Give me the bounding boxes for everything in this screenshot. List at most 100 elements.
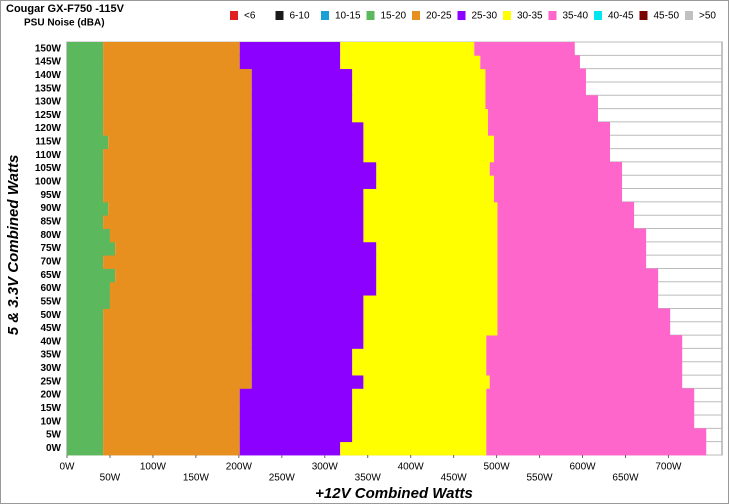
noise-band — [67, 401, 104, 416]
noise-band — [363, 228, 498, 243]
legend-label: 20-25 — [426, 11, 452, 22]
y-tick-label: 10W — [40, 416, 61, 427]
noise-band — [67, 428, 104, 443]
noise-band — [251, 295, 364, 309]
noise-band — [363, 321, 498, 336]
y-tick-label: 0W — [46, 443, 62, 454]
noise-band — [67, 201, 109, 216]
x-tick-label: 300W — [312, 462, 339, 473]
noise-band — [239, 388, 353, 403]
noise-band — [486, 441, 707, 456]
noise-band — [497, 281, 659, 296]
y-tick-label: 120W — [35, 123, 62, 134]
noise-band — [497, 321, 671, 336]
noise-band — [67, 295, 110, 309]
noise-band — [497, 201, 635, 216]
legend-swatch — [503, 11, 511, 20]
noise-band — [251, 375, 364, 389]
noise-band — [67, 42, 104, 56]
x-tick-label: 200W — [226, 462, 253, 473]
noise-band — [103, 108, 252, 123]
noise-band — [480, 55, 580, 70]
noise-band — [103, 42, 240, 56]
x-axis-title: +12V Combined Watts — [315, 485, 473, 502]
legend-label: 40-45 — [608, 11, 634, 22]
noise-band — [67, 241, 116, 256]
y-tick-label: 70W — [40, 256, 61, 267]
noise-band — [67, 321, 104, 336]
legend-swatch — [321, 11, 329, 20]
noise-band — [489, 161, 623, 176]
noise-band — [363, 335, 487, 349]
noise-band — [497, 308, 671, 323]
noise-band — [251, 335, 364, 349]
noise-band — [251, 348, 353, 363]
noise-band — [67, 348, 104, 363]
noise-band — [363, 215, 498, 229]
noise-band — [103, 321, 252, 336]
noise-band — [251, 255, 377, 269]
x-tick-label: 50W — [100, 473, 121, 484]
y-tick-label: 15W — [40, 403, 61, 414]
noise-band — [363, 148, 495, 163]
legend-swatch — [548, 11, 557, 20]
noise-band — [103, 441, 240, 456]
legend-swatch — [275, 11, 284, 20]
y-tick-label: 45W — [40, 323, 61, 334]
legend-label: 30-35 — [517, 11, 543, 22]
noise-band — [108, 201, 252, 216]
y-tick-label: 50W — [40, 310, 61, 321]
noise-band — [376, 241, 498, 256]
y-tick-label: 95W — [40, 190, 61, 201]
noise-band — [363, 188, 495, 203]
noise-band — [352, 388, 487, 403]
noise-band — [103, 348, 252, 363]
legend-label: >50 — [699, 11, 716, 22]
y-tick-label: 110W — [35, 150, 61, 161]
noise-band — [486, 388, 695, 403]
noise-band — [67, 215, 104, 229]
noise-band — [239, 55, 341, 70]
noise-band — [488, 108, 598, 123]
y-tick-label: 35W — [40, 350, 61, 361]
noise-band — [251, 308, 364, 323]
legend-swatch — [412, 11, 420, 20]
noise-band — [363, 375, 490, 389]
noise-band — [67, 375, 104, 389]
noise-band — [103, 215, 252, 229]
noise-band — [376, 255, 498, 269]
y-axis-title: 5 & 3.3V Combined Watts — [5, 155, 22, 336]
noise-band — [352, 428, 487, 443]
noise-band — [486, 415, 695, 429]
noise-band — [363, 308, 498, 323]
legend-swatch — [594, 11, 602, 20]
legend-swatch — [685, 11, 693, 20]
y-tick-label: 130W — [35, 97, 62, 108]
noise-band — [251, 68, 353, 83]
noise-band — [103, 375, 252, 389]
legend-label: 15-20 — [381, 11, 407, 22]
x-tick-label: 450W — [441, 473, 468, 484]
noise-band — [340, 55, 481, 70]
noise-band — [340, 441, 487, 456]
legend-swatch — [230, 11, 238, 20]
y-tick-label: 100W — [35, 177, 62, 188]
noise-band — [497, 215, 635, 229]
noise-band — [251, 148, 364, 163]
y-tick-label: 135W — [35, 83, 62, 94]
x-tick-label: 250W — [269, 473, 296, 484]
noise-band — [67, 228, 110, 243]
x-tick-label: 150W — [183, 473, 210, 484]
noise-band — [67, 335, 104, 349]
y-tick-label: 115W — [35, 137, 61, 148]
noise-band — [251, 121, 364, 136]
noise-band — [363, 201, 498, 216]
noise-band — [103, 415, 240, 429]
noise-band — [494, 188, 623, 203]
noise-band — [67, 161, 104, 176]
noise-band — [109, 295, 252, 309]
noise-band — [67, 68, 104, 83]
noise-band — [376, 268, 498, 283]
legend-swatch — [639, 11, 648, 20]
noise-band — [363, 121, 489, 136]
